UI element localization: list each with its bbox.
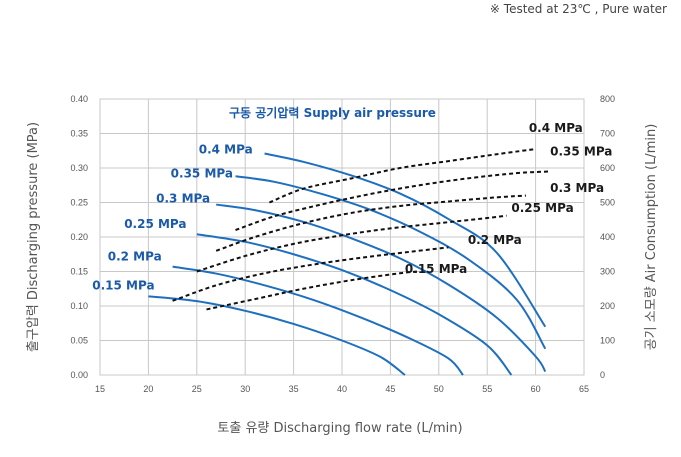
y-right-tick-label: 0: [600, 370, 605, 380]
pressure-line-0.25-mpa: [196, 233, 513, 376]
pressure-series-label: 0.2 MPa: [108, 249, 162, 263]
right-y-axis-title: 공기 소모량 Air Consumption (L/min): [644, 124, 659, 351]
x-tick-label: 35: [289, 384, 299, 394]
air-series-label: 0.35 MPa: [550, 145, 612, 159]
air-series-label: 0.4 MPa: [529, 121, 583, 135]
air-line-0.4-mpa: [269, 148, 536, 204]
x-tick-label: 40: [337, 384, 347, 394]
y-left-tick-label: 0.00: [70, 370, 88, 380]
pressure-series-label: 0.35 MPa: [171, 167, 233, 181]
air-series-label: 0.3 MPa: [550, 181, 604, 195]
x-tick-label: 45: [385, 384, 395, 394]
air-line-0.15-mpa: [206, 270, 420, 311]
series-labels: 0.15 MPa 0.2 MPa 0.25 MPa 0.3 MPa 0.35 MPa 0.…: [92, 121, 612, 293]
pressure-line-0.4-mpa: [264, 152, 547, 328]
x-tick-label: 60: [531, 384, 541, 394]
air-consumption-series-group: [172, 148, 551, 311]
pressure-line-0.15-mpa: [148, 295, 406, 376]
y-right-tick-label: 100: [600, 336, 615, 346]
x-tick-label: 15: [95, 384, 105, 394]
x-tick-label: 30: [240, 384, 250, 394]
y-left-tick-label: 0.40: [70, 94, 88, 104]
air-line-0.35-mpa: [235, 170, 551, 232]
y-right-tick-label: 500: [600, 198, 615, 208]
air-series-label: 0.2 MPa: [468, 233, 522, 247]
x-axis-title: 토출 유량 Discharging flow rate (L/min): [217, 421, 462, 436]
y-left-tick-label: 0.20: [70, 232, 88, 242]
left-y-axis-title: 출구압력 Discharging pressure (MPa): [26, 122, 41, 352]
pressure-line-0.2-mpa: [172, 265, 464, 376]
pressure-line-0.3-mpa: [216, 203, 547, 373]
pressure-series-label: 0.15 MPa: [92, 278, 154, 292]
y-right-tick-label: 700: [600, 129, 615, 139]
air-series-label: 0.15 MPa: [405, 262, 467, 276]
y-left-tick-label: 0.35: [70, 129, 88, 139]
y-right-tick-label: 800: [600, 94, 615, 104]
pressure-series-group: [148, 152, 547, 376]
y-left-tick-label: 0.10: [70, 301, 88, 311]
grid: [99, 98, 585, 376]
x-tick-label: 50: [434, 384, 444, 394]
x-tick-label: 20: [143, 384, 153, 394]
y-left-tick-label: 0.15: [70, 267, 88, 277]
y-right-tick-label: 200: [600, 301, 615, 311]
y-left-tick-label: 0.05: [70, 336, 88, 346]
legend-title: 구동 공기압력 Supply air pressure: [229, 105, 436, 120]
y-right-tick-label: 300: [600, 267, 615, 277]
x-tick-label: 55: [482, 384, 492, 394]
air-series-label: 0.25 MPa: [511, 201, 573, 215]
x-tick-label: 25: [192, 384, 202, 394]
pressure-line-0.35-mpa: [235, 175, 547, 350]
air-line-0.3-mpa: [215, 194, 526, 252]
y-right-tick-label: 400: [600, 232, 615, 242]
test-condition-note: ※ Tested at 23℃ , Pure water: [489, 2, 667, 16]
y-right-tick-label: 600: [600, 163, 615, 173]
pressure-series-label: 0.4 MPa: [199, 143, 253, 157]
axes: 15 20 25 30 35 40 45 50 55 60 65 0.00 0.05 0.10 0.15 0.…: [70, 94, 615, 394]
pressure-series-label: 0.3 MPa: [156, 192, 210, 206]
y-left-tick-label: 0.30: [70, 163, 88, 173]
x-tick-label: 65: [579, 384, 589, 394]
pressure-series-label: 0.25 MPa: [124, 217, 186, 231]
y-left-tick-label: 0.25: [70, 198, 88, 208]
